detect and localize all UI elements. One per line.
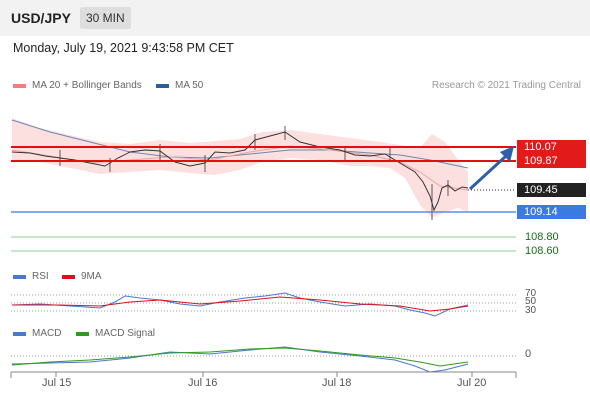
credit-text: Research © 2021 Trading Central [431,80,581,91]
macd-line [11,346,469,373]
ma20-line [11,145,469,191]
price-label-resistance-2: 109.87 [517,154,586,168]
macd-signal-line [11,347,469,367]
price-label-support: 109.14 [517,205,586,219]
price-label-current: 109.45 [517,183,586,197]
legend-ma50: MA 50 [156,80,203,91]
projection-arrow [468,154,508,191]
price-line [11,131,469,212]
legend-label: MACD [32,328,62,339]
legend-swatch [76,331,89,336]
legend-swatch [13,331,26,336]
x-tick-label: Jul 15 [42,377,72,389]
legend-label: MA 50 [175,80,204,91]
price-label-target-2: 108.60 [525,245,559,257]
legend-swatch [62,274,75,279]
x-tick-label: Jul 18 [322,377,352,389]
rsi-label-70: 70 [525,288,537,299]
legend-swatch [13,274,26,279]
rsi-9ma-line [12,296,469,312]
legend-rsi: RSI [13,271,49,282]
legend-ma20: MA 20 + Bollinger Bands [13,80,142,91]
legend-rsi-9ma: 9MA [62,271,102,282]
legend-label: 9MA [81,271,102,282]
ma50-line [11,119,469,169]
legend-swatch [156,83,169,88]
interval-selector[interactable]: 30 MIN [80,7,131,29]
legend-swatch [13,83,26,88]
datetime-label: Monday, July 19, 2021 9:43:58 PM CET [13,41,234,55]
symbol-label: USD/JPY [11,10,71,26]
legend-macd: MACD [13,328,61,339]
price-label-target-1: 108.80 [525,231,559,243]
rsi-label-30: 30 [525,305,537,316]
legend-label: MACD Signal [95,328,156,339]
legend-label: RSI [32,271,49,282]
rsi-line [11,292,469,317]
bollinger-band [12,118,468,218]
projection-arrowhead [500,146,514,162]
legend-macd-signal: MACD Signal [76,328,155,339]
x-tick-label: Jul 16 [188,377,218,389]
x-axis-ticks [10,372,517,378]
x-tick-label: Jul 20 [457,377,487,389]
header-bar: USD/JPY 30 MIN [0,0,590,36]
rsi-label-50: 50 [525,296,537,307]
legend-label: MA 20 + Bollinger Bands [32,80,142,91]
price-label-resistance-1: 110.07 [517,140,586,154]
macd-zero-label: 0 [525,348,532,360]
